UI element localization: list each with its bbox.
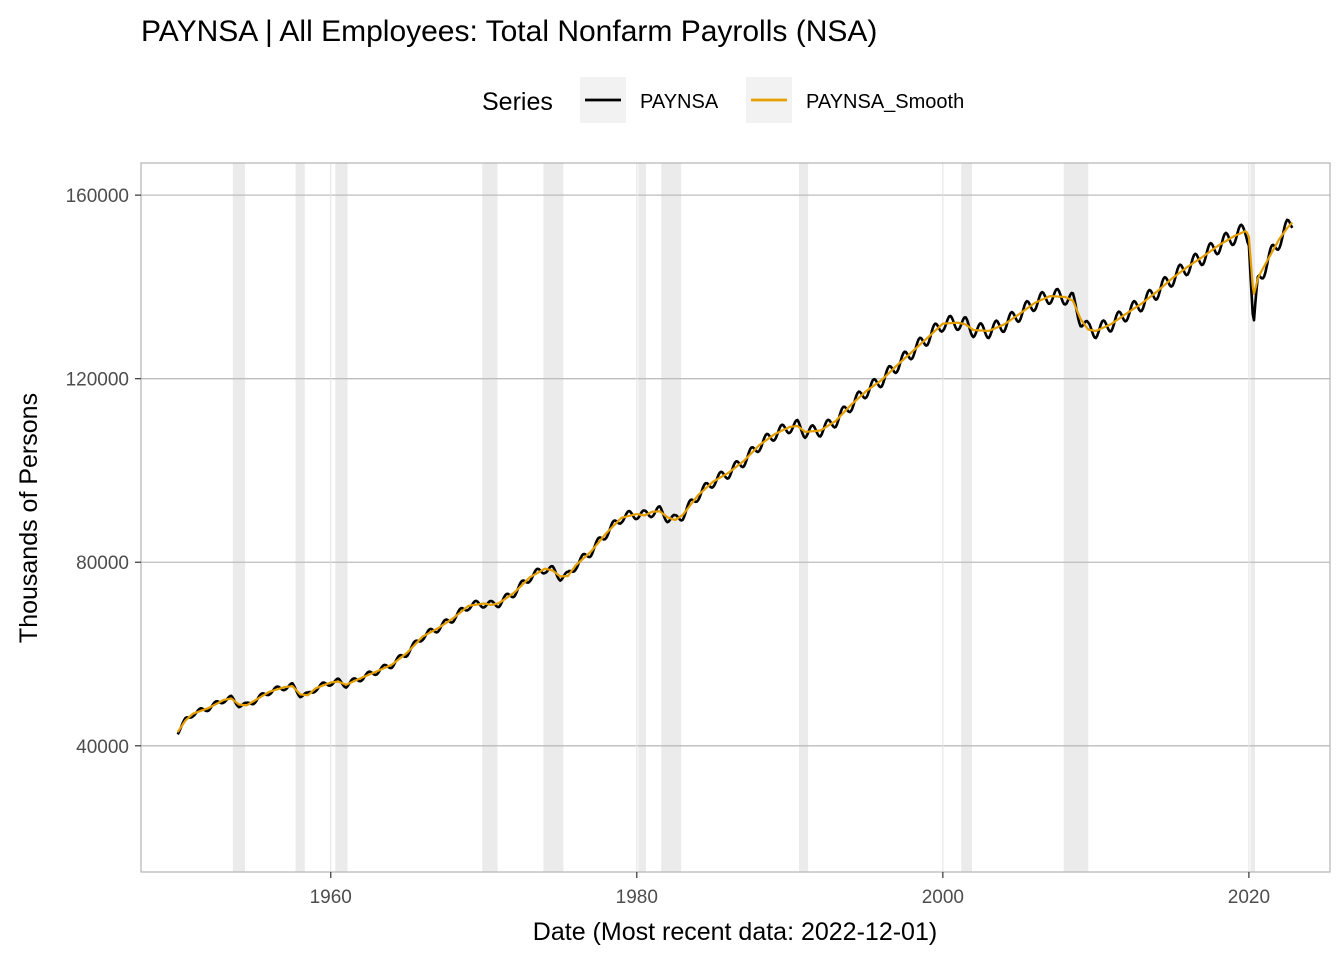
recession-band-5 (543, 163, 564, 872)
recession-band-11 (1250, 163, 1256, 872)
legend-label-2: PAYNSA_Smooth (806, 91, 964, 113)
plot-area: 40000 80000 120000 160000 1960 1980 2000 2020 (66, 162, 1331, 908)
legend-title: Series (482, 88, 553, 116)
y-tick-label: 40000 (76, 737, 129, 758)
legend: Series PAYNSA PAYNSA_Smooth (482, 77, 964, 123)
x-tick-label: 1980 (616, 887, 658, 908)
recession-band-9 (961, 163, 972, 872)
recession-band-10 (1063, 163, 1089, 872)
y-axis-title: Thousands of Persons (15, 393, 43, 643)
chart-title: PAYNSA | All Employees: Total Nonfarm Pa… (141, 15, 877, 48)
series-line-paynsa-smooth (176, 221, 1294, 733)
recession-band-4 (482, 163, 498, 872)
panel-border (140, 162, 1331, 873)
x-tick-label: 2000 (922, 887, 964, 908)
y-tick-label: 80000 (76, 553, 129, 574)
x-tick-label: 2020 (1228, 887, 1270, 908)
x-axis-title: Date (Most recent data: 2022-12-01) (533, 918, 937, 946)
recession-band-3 (335, 163, 348, 872)
series-line-paynsa (176, 218, 1294, 735)
recession-band-2 (295, 163, 305, 872)
legend-label-1: PAYNSA (640, 91, 719, 113)
y-tick-label: 120000 (66, 370, 129, 391)
recession-band-6 (638, 163, 646, 872)
recession-band-1 (232, 163, 246, 872)
recession-band-8 (799, 163, 809, 872)
y-tick-label: 160000 (66, 186, 129, 207)
x-tick-label: 1960 (310, 887, 352, 908)
